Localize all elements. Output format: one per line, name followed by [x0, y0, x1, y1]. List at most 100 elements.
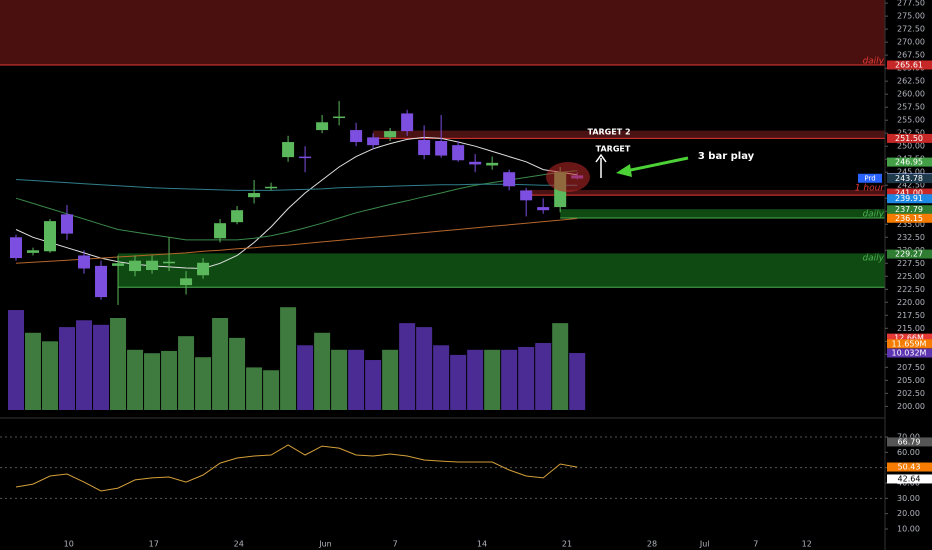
price-label: 11.659M — [892, 339, 927, 348]
axes: 200.00202.50205.00207.50210.00212.50215.… — [64, 0, 932, 549]
candle-body — [520, 190, 533, 201]
x-tick-label: Jul — [699, 540, 710, 549]
price-label-box — [887, 188, 932, 198]
price-label: 241.00 — [895, 189, 923, 198]
volume-bar — [229, 337, 246, 410]
candle-body — [248, 193, 261, 198]
price-label: 10.032M — [892, 349, 927, 358]
candle-body — [112, 263, 125, 266]
volume-bar — [331, 349, 348, 410]
y-tick-label: 225.00 — [897, 272, 925, 281]
volume-bar — [41, 341, 58, 410]
y-tick-label: 277.50 — [897, 0, 925, 8]
annotation: TARGET 2 — [587, 128, 630, 137]
volume-bar — [59, 327, 76, 410]
price-label-box — [887, 194, 932, 204]
rsi-tick-label: 20.00 — [897, 509, 920, 518]
price-label-box — [887, 213, 932, 223]
price-label: 229.27 — [895, 250, 923, 259]
price-label-box — [887, 205, 932, 215]
volume-bar — [212, 318, 229, 410]
candle-body — [78, 255, 91, 269]
candle-body — [146, 260, 159, 271]
price-label-box — [887, 474, 932, 484]
price-label: 12.66M — [894, 334, 924, 343]
volume-bar — [399, 323, 416, 410]
y-tick-label: 215.00 — [897, 324, 925, 333]
x-tick-label: 28 — [647, 540, 657, 549]
candle-body — [418, 139, 431, 156]
price-label: 50.43 — [898, 463, 921, 472]
y-tick-label: 227.50 — [897, 259, 925, 268]
x-tick-label: Jun — [318, 540, 332, 549]
volume-bar — [297, 345, 314, 410]
volume-bar — [263, 370, 280, 410]
volume-bar — [76, 320, 93, 410]
candle-body — [180, 278, 193, 286]
x-tick-label: 24 — [234, 540, 244, 549]
y-tick-label: 202.50 — [897, 389, 925, 398]
rsi-pane — [0, 436, 885, 499]
candle-body — [95, 265, 108, 298]
candle-body — [367, 137, 380, 146]
candle-body — [282, 142, 295, 158]
volume-bar — [518, 346, 535, 410]
volume-bar — [552, 323, 569, 410]
y-tick-label: 260.00 — [897, 90, 925, 99]
highlight-ellipse — [546, 162, 590, 192]
moving-average — [15, 218, 578, 264]
y-tick-label: 217.50 — [897, 311, 925, 320]
candle-body — [9, 237, 22, 259]
price-label-box — [887, 462, 932, 472]
zones — [0, 0, 885, 288]
volume-bar — [24, 332, 41, 410]
y-tick-label: 235.00 — [897, 220, 925, 229]
green-arrow — [625, 156, 689, 173]
x-tick-label: 17 — [149, 540, 159, 549]
candle-body — [214, 223, 227, 239]
price-label-box — [887, 348, 932, 358]
candle-body — [231, 210, 244, 223]
volume-bar — [382, 349, 399, 410]
y-tick-label: 250.00 — [897, 142, 925, 151]
candle-body — [469, 161, 482, 165]
candle-body — [452, 145, 465, 161]
candle-body — [435, 141, 448, 156]
volume-bar — [484, 349, 501, 410]
annotation: TARGET — [596, 145, 631, 154]
volume-bar — [467, 349, 484, 410]
price-label: 251.50 — [895, 134, 923, 143]
price-label-box — [887, 60, 932, 70]
candle-body — [537, 207, 550, 211]
rsi-tick-label: 30.00 — [897, 494, 920, 503]
candle-body — [486, 162, 499, 166]
volume-bar — [365, 360, 382, 410]
price-label: 239.91 — [895, 194, 923, 203]
candle-body — [43, 221, 56, 252]
volume-bar — [195, 357, 212, 410]
price-label: 237.79 — [895, 205, 923, 214]
price-label: 246.95 — [895, 158, 923, 167]
y-tick-label: 275.00 — [897, 12, 925, 21]
volume-bar — [161, 350, 178, 410]
volume-bar — [450, 354, 467, 410]
y-tick-label: 272.50 — [897, 25, 925, 34]
price-label: 42.64 — [898, 474, 921, 483]
volume-bar — [569, 353, 586, 410]
x-tick-label: 7 — [393, 540, 398, 549]
y-tick-label: 252.50 — [897, 129, 925, 138]
candle-body — [197, 262, 210, 276]
price-label: 265.61 — [895, 60, 923, 69]
rsi-tick-label: 70.00 — [897, 433, 920, 442]
price-label: 236.15 — [895, 214, 923, 223]
y-tick-label: 257.50 — [897, 103, 925, 112]
candle-body — [129, 260, 142, 272]
y-tick-label: 232.50 — [897, 233, 925, 242]
annotation: daily — [862, 57, 884, 67]
price-pane — [9, 100, 584, 305]
y-tick-label: 220.00 — [897, 298, 925, 307]
candle-body — [163, 261, 176, 264]
volume-bar — [246, 367, 263, 410]
candle-body — [503, 172, 516, 187]
tag-label: Prd — [864, 174, 875, 182]
